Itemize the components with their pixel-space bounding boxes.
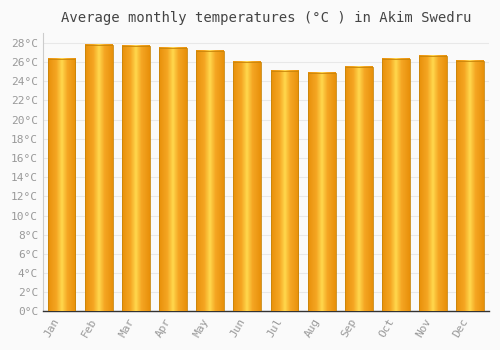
Bar [48,59,76,312]
Bar [419,56,447,312]
Bar [456,61,484,312]
Bar [382,59,410,312]
Bar [308,72,336,312]
Bar [270,71,298,312]
Bar [85,45,112,312]
Bar [196,51,224,312]
Bar [159,48,187,312]
Bar [345,67,373,312]
Bar [122,46,150,312]
Title: Average monthly temperatures (°C ) in Akim Swedru: Average monthly temperatures (°C ) in Ak… [60,11,471,25]
Bar [234,62,262,312]
